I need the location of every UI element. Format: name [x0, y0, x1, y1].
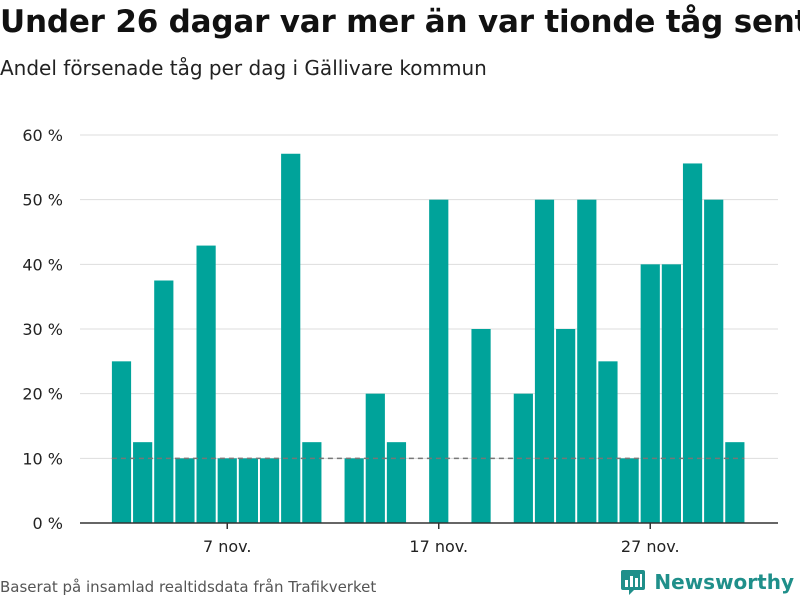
bar — [281, 153, 301, 523]
x-tick-label: 7 nov. — [203, 537, 252, 556]
bar — [704, 199, 724, 523]
bar — [619, 458, 639, 523]
bar — [471, 329, 491, 523]
bar — [175, 458, 195, 523]
bar — [238, 458, 258, 523]
bar — [725, 442, 745, 523]
y-tick-label: 50 % — [22, 191, 63, 210]
bar — [513, 393, 533, 523]
y-tick-label: 30 % — [22, 320, 63, 339]
bar — [534, 199, 555, 523]
bar — [682, 163, 703, 523]
bar — [196, 245, 216, 523]
bar — [640, 264, 660, 523]
brand-logo[interactable]: Newsworthy — [620, 568, 794, 596]
bar — [386, 442, 407, 523]
y-tick-label: 40 % — [22, 255, 63, 274]
x-tick-label: 27 nov. — [621, 537, 680, 556]
bar — [154, 280, 174, 523]
bar — [577, 199, 597, 523]
bar — [598, 361, 618, 523]
bar — [133, 442, 153, 523]
bars — [111, 153, 745, 523]
chart-subtitle: Andel försenade tåg per dag i Gällivare … — [0, 56, 487, 80]
x-axis-ticks: 7 nov. 17 nov. 27 nov. — [203, 523, 680, 556]
bar — [429, 199, 449, 523]
y-axis-ticks: 0 % 10 % 20 % 30 % 40 % 50 % 60 % — [22, 126, 63, 533]
y-tick-label: 20 % — [22, 385, 63, 404]
chart-title: Under 26 dagar var mer än var tionde tåg… — [0, 4, 800, 40]
y-tick-label: 60 % — [22, 126, 63, 145]
bar — [556, 329, 576, 523]
bar — [344, 458, 364, 523]
bar — [259, 458, 280, 523]
y-tick-label: 10 % — [22, 449, 63, 468]
source-note: Baserat på insamlad realtidsdata från Tr… — [0, 578, 377, 596]
y-tick-label: 0 % — [33, 514, 63, 533]
x-tick-label: 17 nov. — [409, 537, 468, 556]
bar — [111, 361, 132, 523]
bar — [217, 458, 237, 523]
newsworthy-logo-icon — [621, 570, 646, 595]
brand-name: Newsworthy — [654, 570, 794, 594]
bar — [302, 442, 322, 523]
bar — [661, 264, 681, 523]
